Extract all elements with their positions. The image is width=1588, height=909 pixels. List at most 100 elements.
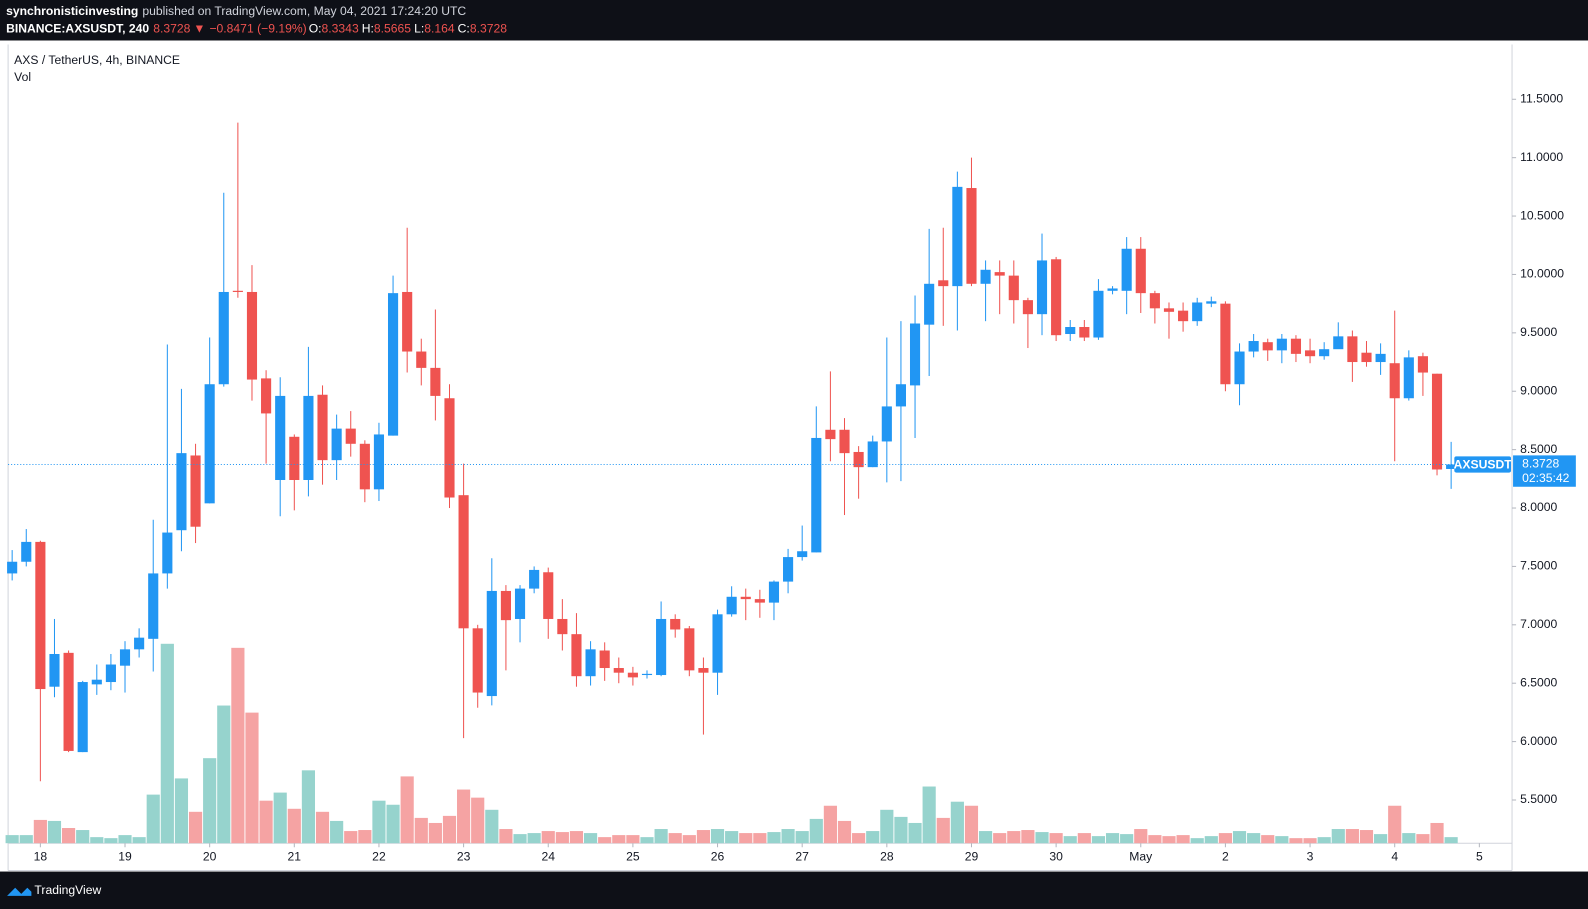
candle-body xyxy=(77,682,88,753)
candle-body xyxy=(345,428,356,444)
x-tick-label: 3 xyxy=(1307,850,1314,864)
x-tick-label: 28 xyxy=(880,850,894,864)
candle-body xyxy=(627,672,638,678)
volume-bar xyxy=(19,835,33,844)
x-tick-label: 30 xyxy=(1049,850,1063,864)
volume-bar xyxy=(414,817,428,844)
candle-body xyxy=(712,614,723,673)
volume-bar xyxy=(583,833,598,844)
volume-bar xyxy=(1345,829,1359,844)
candle-body xyxy=(613,668,624,673)
symbol-tag-label: AXSUSDT xyxy=(1454,458,1513,472)
candle-body xyxy=(1022,300,1033,315)
candle-body xyxy=(500,590,511,621)
candle-body xyxy=(1290,338,1302,354)
volume-bar xyxy=(880,809,894,844)
candle-body xyxy=(839,429,850,454)
volume-bar xyxy=(1021,830,1035,844)
volume-bar xyxy=(471,797,485,844)
volume-bar xyxy=(541,831,555,844)
candle-body xyxy=(938,280,949,287)
volume-bar xyxy=(217,705,231,844)
volume-bar xyxy=(301,770,315,844)
volume-bar xyxy=(626,835,640,844)
volume-bar xyxy=(894,816,908,844)
volume-bar xyxy=(654,829,668,844)
volume-bar xyxy=(1430,822,1444,844)
volume-bar xyxy=(612,835,626,844)
candle-body xyxy=(881,406,892,442)
volume-bar xyxy=(1317,837,1331,844)
volume-bar xyxy=(837,820,852,844)
candle-body xyxy=(387,293,399,436)
candle-body xyxy=(49,654,60,687)
candle-body xyxy=(994,272,1005,276)
volume-bar xyxy=(1176,835,1190,844)
y-tick-label: 11.0000 xyxy=(1520,150,1563,164)
candle-body xyxy=(63,652,74,751)
candle-body xyxy=(35,541,46,690)
candle-body xyxy=(162,532,173,574)
candle-body xyxy=(1206,301,1217,304)
symbol-line: BINANCE:AXSUSDT, 240 xyxy=(6,22,149,36)
candle-body xyxy=(373,434,385,490)
header-bar xyxy=(0,0,1588,41)
l-label: L: xyxy=(414,22,424,36)
candle-body xyxy=(1107,288,1118,291)
volume-bar xyxy=(344,831,358,844)
candle-body xyxy=(585,649,596,677)
candle-body xyxy=(1361,352,1372,363)
volume-bar xyxy=(174,778,189,844)
volume-bar xyxy=(1077,833,1091,844)
y-tick-label: 9.5000 xyxy=(1520,325,1557,339)
candle-body xyxy=(924,283,935,325)
candle-body xyxy=(275,395,286,480)
volume-bar xyxy=(146,794,160,844)
volume-bar xyxy=(640,837,654,844)
candle-body xyxy=(430,367,441,396)
y-tick-label: 7.5000 xyxy=(1520,559,1557,573)
candle-body xyxy=(176,453,187,531)
candle-body xyxy=(726,596,737,615)
x-tick-label: 18 xyxy=(34,850,48,864)
y-tick-label: 10.0000 xyxy=(1520,267,1564,281)
volume-bar xyxy=(5,835,19,844)
volume-bar xyxy=(1416,834,1430,844)
candle-body xyxy=(21,541,32,562)
chart-title: AXS / TetherUS, 4h, BINANCE xyxy=(14,53,180,67)
volume-bar xyxy=(1007,831,1021,844)
candle-body xyxy=(204,384,215,504)
last-price: 8.3728 xyxy=(153,22,190,36)
volume-bar xyxy=(809,818,823,844)
candle-body xyxy=(1163,308,1175,312)
y-tick-label: 8.0000 xyxy=(1520,500,1557,514)
candle-body xyxy=(1065,327,1076,335)
candle-body xyxy=(1276,338,1287,351)
candle-body xyxy=(1319,349,1330,357)
volume-bar xyxy=(231,647,245,844)
volume-bar xyxy=(203,758,217,844)
countdown-label: 02:35:42 xyxy=(1522,471,1570,485)
x-tick-label: 24 xyxy=(541,850,555,864)
candle-body xyxy=(684,628,695,671)
candle-body xyxy=(529,569,540,589)
volume-bar xyxy=(1261,835,1275,844)
candle-body xyxy=(599,650,610,669)
candle-body xyxy=(1333,336,1344,350)
volume-bar xyxy=(964,805,979,844)
volume-bar xyxy=(104,838,118,844)
volume-label: Vol xyxy=(14,70,31,84)
candle-body xyxy=(402,291,413,352)
o-value: 8.3343 xyxy=(322,22,359,36)
candle-body xyxy=(952,186,963,287)
x-tick-label: 22 xyxy=(372,850,386,864)
y-tick-label: 7.0000 xyxy=(1520,617,1557,631)
volume-bar xyxy=(866,831,880,844)
candle-body xyxy=(966,188,977,284)
candle-body xyxy=(740,596,751,600)
volume-bar xyxy=(245,712,259,844)
volume-bar xyxy=(710,829,725,844)
volume-bar xyxy=(372,800,386,844)
candle-body xyxy=(444,398,455,498)
